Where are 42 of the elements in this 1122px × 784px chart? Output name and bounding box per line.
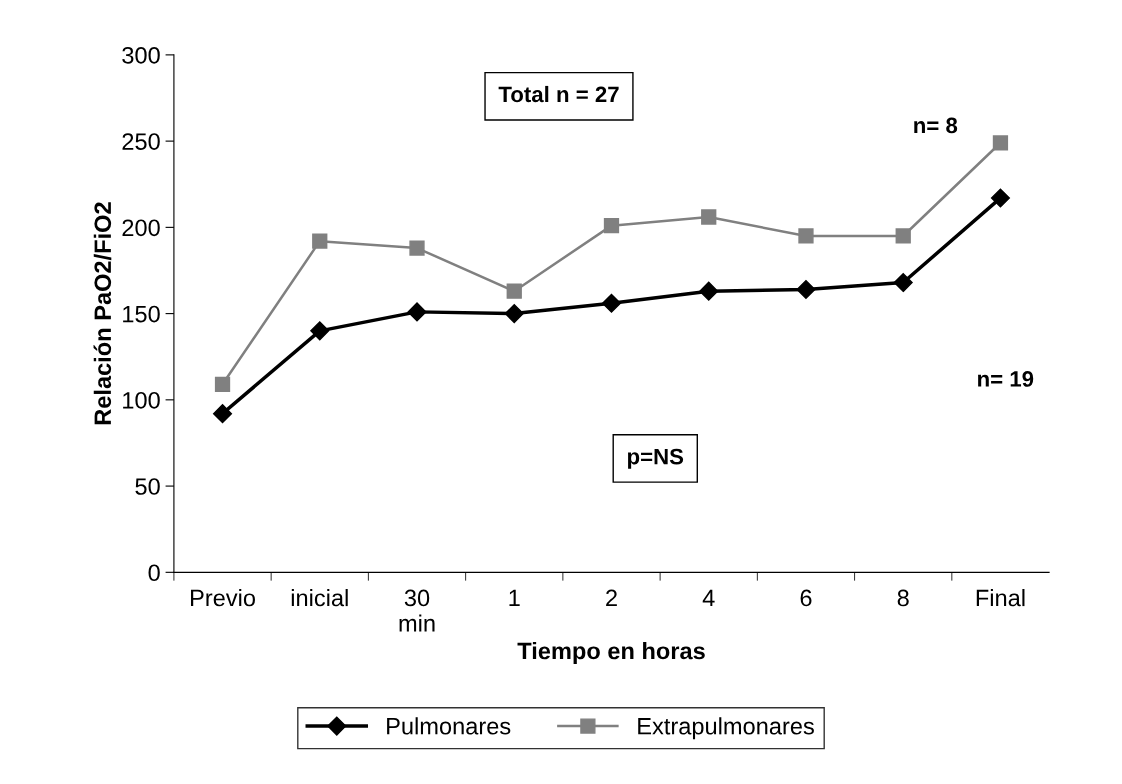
y-tick-label: 100	[123, 391, 160, 409]
y-tick-label: 0	[148, 564, 160, 582]
y-tick-label: 200	[122, 219, 160, 237]
legend-label: Pulmonares	[387, 717, 511, 735]
point	[212, 404, 233, 424]
point	[409, 240, 425, 256]
x-tick-label: Final	[976, 588, 1025, 607]
point	[603, 217, 620, 234]
point	[701, 209, 717, 225]
point	[992, 135, 1009, 151]
y-tick-label: 50	[135, 478, 160, 495]
point	[798, 228, 814, 244]
point	[506, 283, 522, 299]
point	[407, 302, 427, 322]
point	[893, 273, 913, 293]
point	[601, 293, 622, 313]
x-tick-label: 8	[897, 589, 909, 607]
annotation: n= 8	[914, 117, 958, 134]
point	[504, 304, 524, 324]
point	[312, 233, 328, 249]
annotation: n= 19	[978, 371, 1034, 387]
y-tick-label: 150	[123, 305, 160, 323]
point	[796, 279, 816, 299]
x-tick-label: 6	[800, 589, 812, 607]
y-tick-label: 300	[122, 46, 160, 64]
point	[699, 281, 719, 301]
legend-label: Extrapulmonares	[638, 717, 814, 740]
x-tick-label: 2	[606, 589, 617, 607]
point	[895, 228, 911, 244]
point	[214, 376, 231, 392]
point	[310, 321, 330, 341]
x-tick-label: 4	[702, 589, 715, 607]
y-axis-title: Relación PaO2/FiO2	[93, 202, 112, 425]
annotation: Total n = 27	[498, 85, 619, 103]
x-tick-label: Previo	[191, 588, 255, 607]
x-tick-label: 30 min	[399, 589, 435, 632]
x-tick-label: inicial	[291, 588, 348, 607]
y-tick-label: 250	[122, 133, 160, 150]
annotation: p=NS	[628, 448, 684, 469]
x-tick-label: 1	[509, 589, 520, 607]
point	[990, 188, 1010, 208]
x-axis-title: Tiempo en horas	[517, 641, 705, 664]
